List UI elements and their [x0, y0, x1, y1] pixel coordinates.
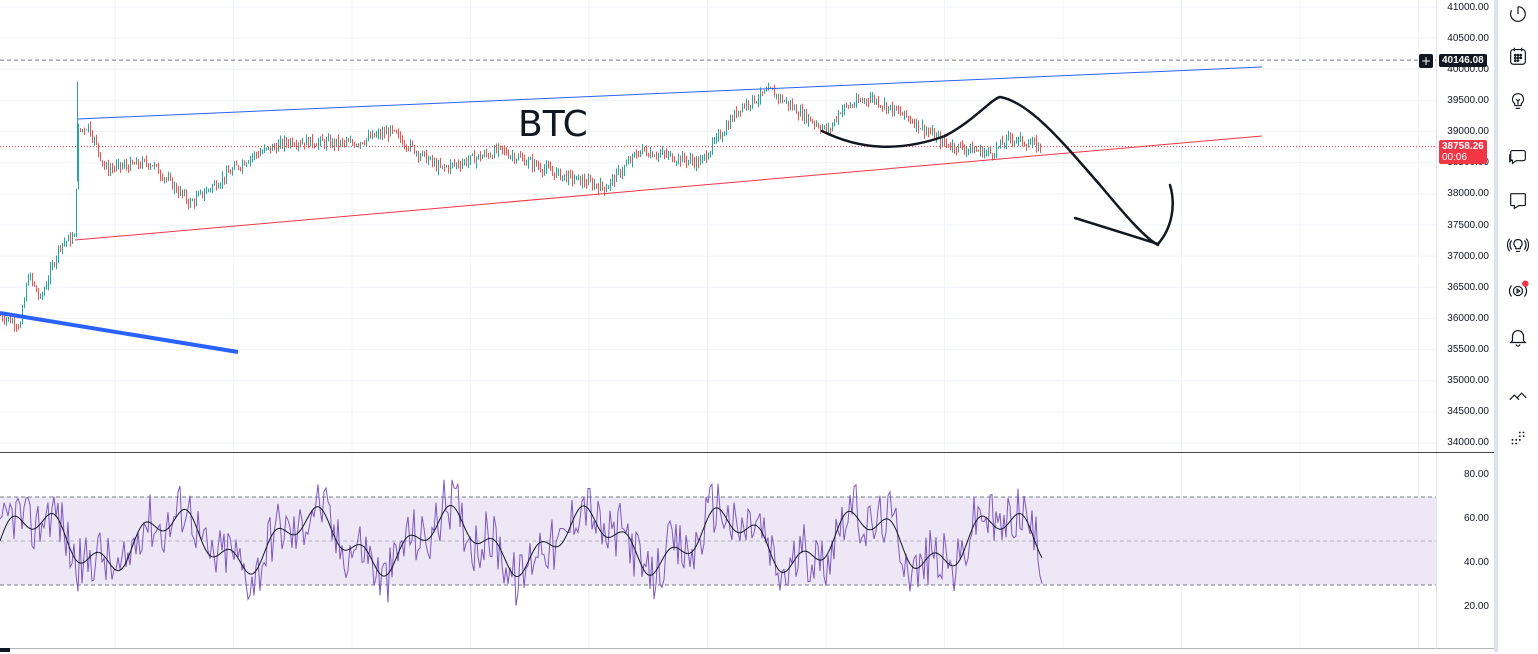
rsi-label: 40.00	[1463, 557, 1489, 568]
right-toolbar	[1494, 0, 1538, 652]
price-label: 40000.00	[1447, 64, 1489, 75]
price-label: 35500.00	[1447, 344, 1489, 355]
bottom-divider	[0, 648, 1494, 649]
lower-trend-line	[74, 135, 1263, 241]
price-label: 40500.00	[1447, 33, 1489, 44]
rsi-label: 20.00	[1463, 601, 1489, 612]
add-alert-plus-button[interactable]: +	[1419, 54, 1433, 68]
calendar-icon[interactable]	[1504, 42, 1532, 70]
price-label: 35000.00	[1447, 375, 1489, 386]
price-label: 39000.00	[1447, 126, 1489, 137]
ideas-broadcast-icon[interactable]	[1504, 231, 1532, 259]
live-stream-icon[interactable]	[1504, 277, 1532, 305]
price-label: 36000.00	[1447, 313, 1489, 324]
symbol-annotation[interactable]: BTC	[518, 104, 588, 145]
price-label: 39500.00	[1447, 95, 1489, 106]
current-price-value: 38758.26	[1442, 141, 1484, 152]
rsi-label: 60.00	[1463, 513, 1489, 524]
lightbulb-icon[interactable]	[1504, 87, 1532, 115]
current-price-tag: 38758.26 00:06	[1439, 140, 1487, 164]
price-label: 37000.00	[1447, 251, 1489, 262]
rsi-line	[0, 479, 1043, 606]
drawn-arrowhead	[1073, 183, 1174, 246]
rsi-scale[interactable]: 80.00 60.00 40.00 20.00	[1436, 453, 1495, 649]
rsi-moving-average	[0, 504, 1043, 578]
clock-icon[interactable]	[1504, 0, 1532, 28]
price-chart-canvas[interactable]	[0, 0, 1436, 452]
chevron-hide-icon[interactable]	[1504, 382, 1532, 410]
rsi-label: 80.00	[1463, 469, 1489, 480]
price-chart[interactable]: BTC +	[0, 0, 1436, 452]
rsi-pane[interactable]	[0, 453, 1436, 649]
chat-icon[interactable]	[1504, 143, 1532, 171]
price-label: 36500.00	[1447, 282, 1489, 293]
price-label: 38000.00	[1447, 188, 1489, 199]
price-label: 41000.00	[1447, 2, 1489, 13]
high-line-price-tag: 40146.08	[1439, 54, 1487, 67]
descending-trend-line	[0, 311, 239, 354]
upper-trend-line	[77, 66, 1263, 120]
price-label: 37500.00	[1447, 220, 1489, 231]
more-grid-icon[interactable]	[1504, 424, 1532, 452]
rsi-canvas[interactable]	[0, 453, 1436, 649]
price-label: 34500.00	[1447, 406, 1489, 417]
drawn-projection-curve	[820, 95, 1160, 247]
price-label: 34000.00	[1447, 437, 1489, 448]
pane-divider[interactable]	[0, 452, 1494, 453]
comment-icon[interactable]	[1504, 187, 1532, 215]
price-scale[interactable]: 41000.00 40500.00 40000.00 39500.00 3900…	[1436, 0, 1495, 452]
bar-countdown: 00:06	[1442, 152, 1468, 163]
alert-bell-icon[interactable]	[1504, 323, 1532, 351]
scroll-handle[interactable]	[0, 648, 10, 652]
